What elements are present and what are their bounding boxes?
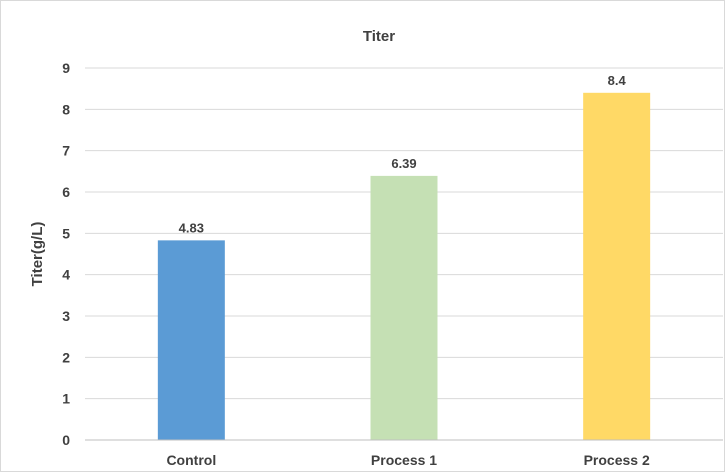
y-tick-label: 9 (62, 60, 70, 76)
bar-control (157, 240, 225, 440)
data-label: 4.83 (179, 220, 204, 235)
y-tick-label: 8 (62, 101, 70, 117)
bar-process-1 (370, 175, 438, 440)
y-tick-label: 4 (62, 267, 70, 283)
y-tick-label: 1 (62, 391, 70, 407)
bar-process-2 (583, 92, 651, 441)
bars (157, 92, 651, 441)
x-tick-label: Control (166, 452, 216, 468)
x-tick-label: Process 1 (371, 452, 437, 468)
y-tick-label: 6 (62, 184, 70, 200)
y-tick-label: 2 (62, 349, 70, 365)
y-tick-labels: 0 1 2 3 4 5 6 7 8 9 (62, 60, 70, 448)
x-tick-labels: Control Process 1 Process 2 (166, 452, 650, 468)
data-label: 8.4 (608, 73, 627, 88)
y-axis-label: Titer(g/L) (29, 222, 46, 287)
y-tick-label: 0 (62, 432, 70, 448)
data-labels: 4.83 6.39 8.4 (179, 73, 627, 236)
chart-title: Titer (363, 28, 395, 45)
y-tick-label: 3 (62, 308, 70, 324)
y-tick-label: 7 (62, 143, 70, 159)
x-tick-label: Process 2 (584, 452, 650, 468)
data-label: 6.39 (391, 156, 416, 171)
y-tick-label: 5 (62, 225, 70, 241)
